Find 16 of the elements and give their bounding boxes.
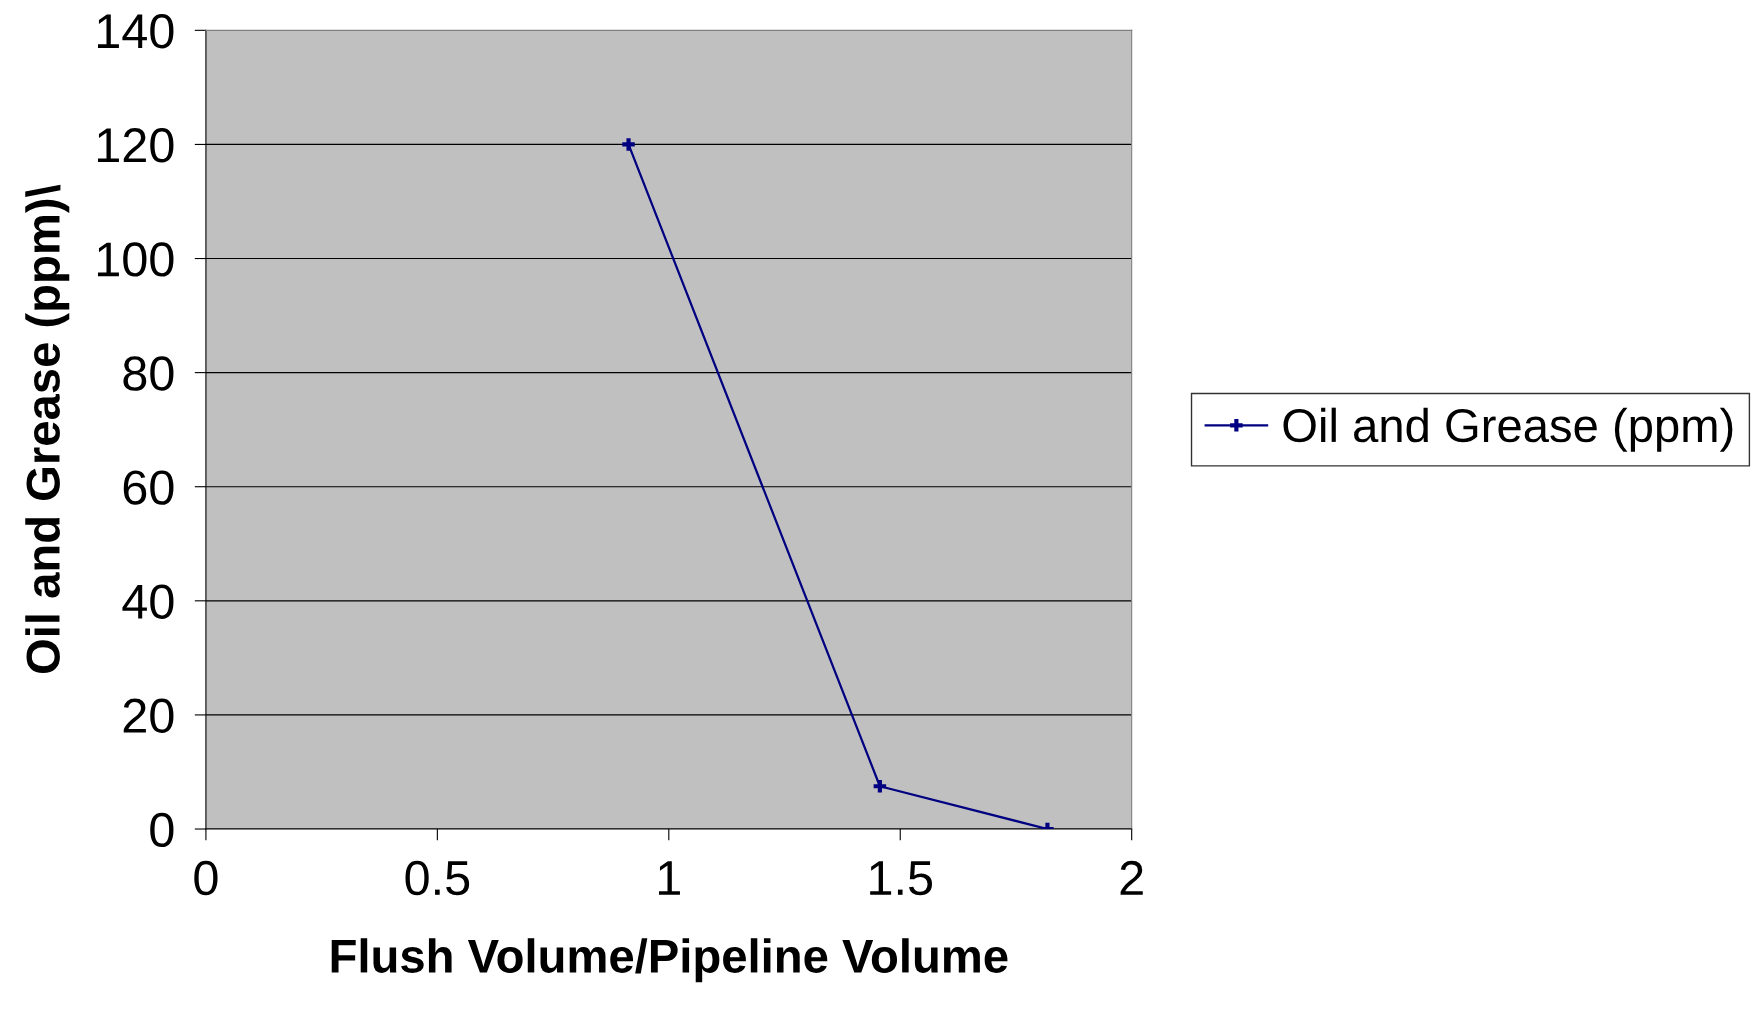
y-tick-label: 80 — [123, 356, 174, 391]
x-tick-label: 1 — [658, 861, 680, 895]
y-tick-label: 40 — [122, 584, 174, 619]
y-tick-label: 140 — [97, 14, 174, 49]
x-axis-title: Flush Volume/Pipeline Volume — [331, 938, 1008, 983]
y-tick-label: 20 — [123, 698, 174, 734]
y-tick-label: 60 — [123, 470, 174, 505]
x-tick-label: 0.5 — [405, 860, 470, 896]
x-tick-label: 2 — [1120, 860, 1143, 895]
y-axis-title: Oil and Grease (ppm)\ — [25, 184, 70, 674]
y-tick-label: 0 — [150, 812, 174, 848]
y-tick-label: 100 — [97, 242, 174, 277]
legend-label: Oil and Grease (ppm) — [1283, 407, 1733, 452]
x-tick-label: 0 — [194, 860, 218, 896]
y-tick-label: 120 — [97, 128, 174, 163]
x-tick-label: 1.5 — [870, 861, 932, 896]
